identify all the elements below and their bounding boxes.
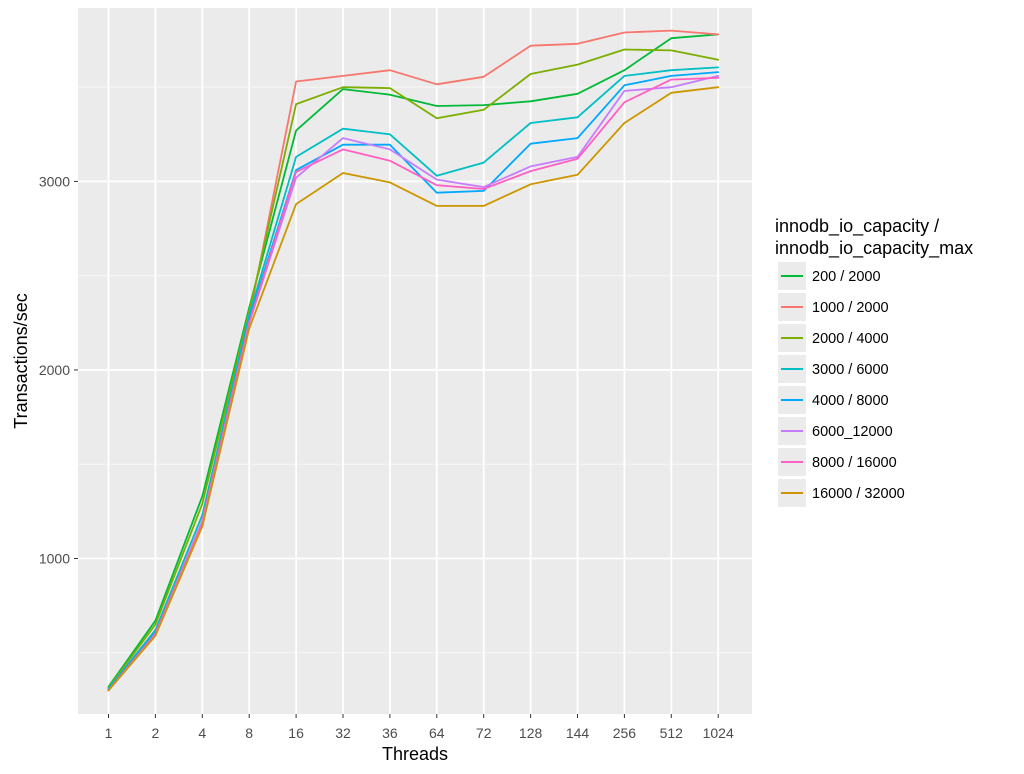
legend-label: 6000_12000 — [812, 424, 893, 440]
x-tick-label-12: 512 — [660, 725, 684, 741]
legend: innodb_io_capacity / innodb_io_capacity_… — [775, 216, 973, 507]
x-tick-label-6: 36 — [382, 725, 398, 741]
y-tick-label-1: 2000 — [39, 362, 70, 378]
legend-label: 4000 / 8000 — [812, 393, 889, 409]
legend-item-3: 3000 / 6000 — [778, 355, 889, 383]
x-tick-label-10: 144 — [566, 725, 590, 741]
series-line-2 — [107, 48, 720, 689]
x-tick-label-4: 16 — [288, 725, 304, 741]
x-tick-label-13: 1024 — [703, 725, 734, 741]
x-axis: 1 2 4 8 16 32 36 64 72 128 144 256 512 1024 — [105, 714, 734, 741]
x-tick-label-1: 2 — [152, 725, 160, 741]
y-axis-title: Transactions/sec — [11, 293, 31, 428]
y-tick-label-0: 1000 — [39, 550, 70, 566]
legend-label: 1000 / 2000 — [812, 300, 889, 316]
legend-item-1: 1000 / 2000 — [778, 293, 889, 321]
x-axis-title: Threads — [382, 744, 448, 764]
legend-label: 16000 / 32000 — [812, 486, 905, 502]
legend-item-2: 2000 / 4000 — [778, 324, 889, 352]
x-tick-label-11: 256 — [613, 725, 637, 741]
legend-item-6: 8000 / 16000 — [778, 448, 897, 476]
series-line-7 — [107, 86, 720, 692]
legend-label: 200 / 2000 — [812, 269, 881, 285]
x-tick-label-5: 32 — [335, 725, 351, 741]
legend-label: 3000 / 6000 — [812, 362, 889, 378]
plot-panel — [78, 8, 752, 714]
x-tick-label-0: 1 — [105, 725, 113, 741]
legend-item-4: 4000 / 8000 — [778, 386, 889, 414]
series-line-0 — [107, 33, 720, 688]
y-tick-label-2: 3000 — [39, 173, 70, 189]
legend-label: 2000 / 4000 — [812, 331, 889, 347]
x-tick-label-2: 4 — [198, 725, 206, 741]
series-lines — [107, 29, 720, 692]
x-tick-label-7: 64 — [429, 725, 445, 741]
legend-label: 8000 / 16000 — [812, 455, 897, 471]
y-axis: 1000 2000 3000 — [39, 173, 78, 566]
legend-item-5: 6000_12000 — [778, 417, 893, 445]
x-tick-label-3: 8 — [245, 725, 253, 741]
series-line-3 — [107, 66, 720, 690]
legend-title-line-1: innodb_io_capacity / — [775, 216, 939, 237]
legend-item-0: 200 / 2000 — [778, 262, 881, 290]
x-tick-label-9: 128 — [519, 725, 543, 741]
x-tick-label-8: 72 — [476, 725, 492, 741]
major-gridlines — [78, 8, 752, 714]
legend-title-line-2: innodb_io_capacity_max — [775, 238, 973, 259]
legend-item-7: 16000 / 32000 — [778, 479, 905, 507]
series-line-6 — [107, 76, 720, 692]
minor-gridlines — [78, 86, 752, 654]
